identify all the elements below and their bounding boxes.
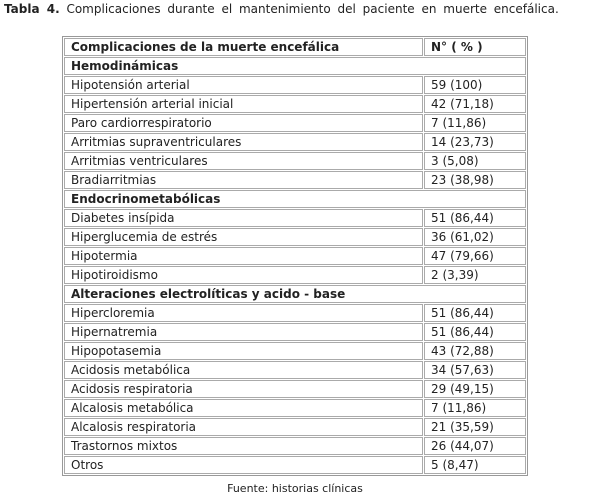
- data-row: Acidosis respiratoria 29 (49,15): [64, 380, 526, 398]
- label-cell: Hipernatremia: [64, 323, 423, 341]
- value-cell: 3 (5,08): [424, 152, 526, 170]
- label-cell: Hipopotasemia: [64, 342, 423, 360]
- table: Complicaciones de la muerte encefálica N°…: [62, 36, 528, 476]
- value-cell: 5 (8,47): [424, 456, 526, 474]
- caption-text: Complicaciones durante el mantenimiento …: [66, 2, 559, 16]
- value-cell: 21 (35,59): [424, 418, 526, 436]
- label-cell: Alcalosis metabólica: [64, 399, 423, 417]
- value-cell: 51 (86,44): [424, 323, 526, 341]
- label-cell: Acidosis respiratoria: [64, 380, 423, 398]
- data-row: Paro cardiorrespiratorio 7 (11,86): [64, 114, 526, 132]
- label-cell: Bradiarritmias: [64, 171, 423, 189]
- value-cell: 42 (71,18): [424, 95, 526, 113]
- label-cell: Hiperglucemia de estrés: [64, 228, 423, 246]
- label-cell: Otros: [64, 456, 423, 474]
- data-row: Bradiarritmias 23 (38,98): [64, 171, 526, 189]
- data-row: Hipotiroidismo 2 (3,39): [64, 266, 526, 284]
- header-cell: Complicaciones de la muerte encefálica: [64, 38, 423, 56]
- value-cell: 7 (11,86): [424, 399, 526, 417]
- data-row: Hipotensión arterial 59 (100): [64, 76, 526, 94]
- data-row: Trastornos mixtos 26 (44,07): [64, 437, 526, 455]
- value-cell: 14 (23,73): [424, 133, 526, 151]
- value-cell: 23 (38,98): [424, 171, 526, 189]
- label-cell: Arritmias supraventriculares: [64, 133, 423, 151]
- value-cell: 51 (86,44): [424, 304, 526, 322]
- sec-row: Endocrinometabólicas: [64, 190, 526, 208]
- label-cell: Arritmias ventriculares: [64, 152, 423, 170]
- data-row: Alcalosis respiratoria 21 (35,59): [64, 418, 526, 436]
- label-cell: Paro cardiorrespiratorio: [64, 114, 423, 132]
- value-cell: 51 (86,44): [424, 209, 526, 227]
- value-cell: 43 (72,88): [424, 342, 526, 360]
- sec-row: Alteraciones electrolíticas y acido - ba…: [64, 285, 526, 303]
- head-row: Complicaciones de la muerte encefálica N°…: [64, 38, 526, 56]
- header-cell: N° ( % ): [424, 38, 526, 56]
- value-cell: 34 (57,63): [424, 361, 526, 379]
- sec-row: Hemodinámicas: [64, 57, 526, 75]
- label-cell: Acidosis metabólica: [64, 361, 423, 379]
- section-title: Hemodinámicas: [64, 57, 526, 75]
- data-row: Diabetes insípida 51 (86,44): [64, 209, 526, 227]
- label-cell: Trastornos mixtos: [64, 437, 423, 455]
- data-row: Arritmias ventriculares 3 (5,08): [64, 152, 526, 170]
- section-title: Alteraciones electrolíticas y acido - ba…: [64, 285, 526, 303]
- data-row: Acidosis metabólica 34 (57,63): [64, 361, 526, 379]
- data-row: Otros 5 (8,47): [64, 456, 526, 474]
- value-cell: 59 (100): [424, 76, 526, 94]
- label-cell: Alcalosis respiratoria: [64, 418, 423, 436]
- label-cell: Hipotiroidismo: [64, 266, 423, 284]
- caption: Tabla 4. Complicaciones durante el mante…: [4, 2, 559, 16]
- label-cell: Hipercloremia: [64, 304, 423, 322]
- data-row: Arritmias supraventriculares 14 (23,73): [64, 133, 526, 151]
- data-row: Hipercloremia 51 (86,44): [64, 304, 526, 322]
- data-row: Hipotermia 47 (79,66): [64, 247, 526, 265]
- label-cell: Hipotensión arterial: [64, 76, 423, 94]
- data-row: Alcalosis metabólica 7 (11,86): [64, 399, 526, 417]
- value-cell: 7 (11,86): [424, 114, 526, 132]
- value-cell: 36 (61,02): [424, 228, 526, 246]
- data-row: Hipopotasemia 43 (72,88): [64, 342, 526, 360]
- label-cell: Hipotermia: [64, 247, 423, 265]
- value-cell: 2 (3,39): [424, 266, 526, 284]
- label-cell: Hipertensión arterial inicial: [64, 95, 423, 113]
- value-cell: 26 (44,07): [424, 437, 526, 455]
- value-cell: 29 (49,15): [424, 380, 526, 398]
- data-row: Hipernatremia 51 (86,44): [64, 323, 526, 341]
- label-cell: Diabetes insípida: [64, 209, 423, 227]
- section-title: Endocrinometabólicas: [64, 190, 526, 208]
- value-cell: 47 (79,66): [424, 247, 526, 265]
- data-row: Hipertensión arterial inicial 42 (71,18): [64, 95, 526, 113]
- footer: Fuente: historias clínicas: [227, 482, 363, 495]
- data-row: Hiperglucemia de estrés 36 (61,02): [64, 228, 526, 246]
- caption-label: Tabla 4.: [4, 2, 60, 16]
